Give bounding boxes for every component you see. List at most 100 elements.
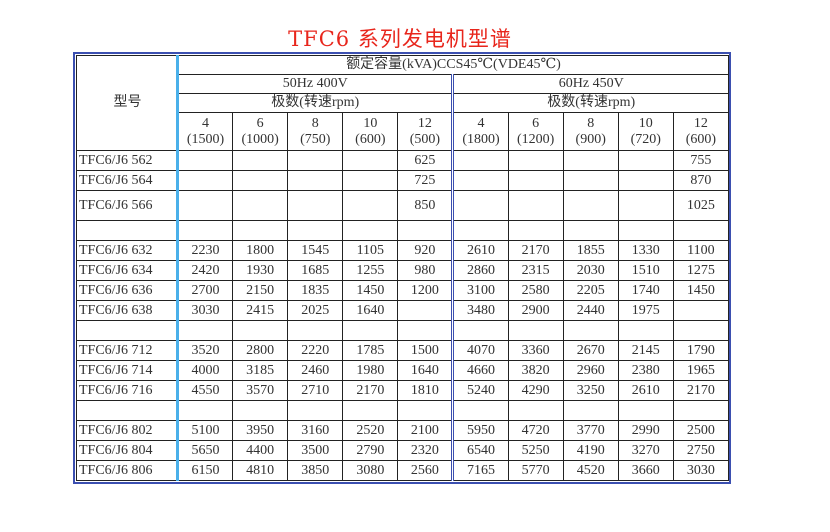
capacity-cell: 4520 (562, 460, 619, 481)
capacity-cell (232, 150, 289, 171)
capacity-cell: 4810 (232, 460, 289, 481)
pole-count: 12 (693, 115, 708, 131)
capacity-cell: 1965 (672, 360, 730, 381)
capacity-cell (397, 300, 454, 321)
capacity-cell: 755 (672, 150, 730, 171)
capacity-cell: 2440 (562, 300, 619, 321)
pole-count: 10 (363, 115, 378, 131)
capacity-cell (562, 220, 619, 241)
generator-spec-table: 型号 额定容量(kVA)CCS45℃(VDE45℃) 50Hz 400V 60H… (76, 55, 730, 481)
capacity-cell: 2460 (287, 360, 344, 381)
capacity-cell: 3570 (232, 380, 289, 401)
capacity-cell (672, 220, 730, 241)
table-row: TFC6/J6 566 850 1025 (76, 190, 730, 221)
capacity-cell: 1275 (672, 260, 730, 281)
capacity-cell (175, 220, 234, 241)
pole-header-50hz: 6 (1000) (232, 112, 289, 151)
capacity-cell (342, 400, 399, 421)
pole-rpm: (900) (575, 131, 606, 147)
capacity-cell: 850 (397, 190, 454, 221)
capacity-cell: 2500 (672, 420, 730, 441)
pole-count: 8 (311, 115, 319, 131)
model-cell: TFC6/J6 636 (76, 280, 178, 301)
capacity-cell: 870 (672, 170, 730, 191)
capacity-cell (507, 220, 564, 241)
capacity-cell: 3100 (451, 280, 509, 301)
capacity-cell: 2990 (617, 420, 674, 441)
capacity-cell: 4660 (451, 360, 509, 381)
capacity-cell: 4400 (232, 440, 289, 461)
pole-count: 4 (477, 115, 485, 131)
model-cell (76, 320, 178, 341)
capacity-cell: 4290 (507, 380, 564, 401)
capacity-cell: 1800 (232, 240, 289, 261)
model-cell: TFC6/J6 562 (76, 150, 178, 171)
capacity-cell: 5250 (507, 440, 564, 461)
capacity-cell: 3185 (232, 360, 289, 381)
capacity-cell: 2145 (617, 340, 674, 361)
capacity-cell: 1835 (287, 280, 344, 301)
pole-header-50hz: 10 (600) (342, 112, 399, 151)
table-row: TFC6/J6 564 725 870 (76, 170, 730, 191)
capacity-cell: 1810 (397, 380, 454, 401)
pole-rpm: (720) (630, 131, 661, 147)
capacity-cell (507, 400, 564, 421)
model-cell: TFC6/J6 634 (76, 260, 178, 281)
spacer-row (76, 220, 730, 241)
table-row: TFC6/J6 634 2420 1930 1685 1255 980 2860 2315 20… (76, 260, 730, 281)
capacity-cell: 4190 (562, 440, 619, 461)
generator-spec-table-frame: 型号 额定容量(kVA)CCS45℃(VDE45℃) 50Hz 400V 60H… (73, 52, 731, 484)
spacer-row (76, 400, 730, 421)
capacity-cell (617, 190, 674, 221)
pole-count: 6 (532, 115, 540, 131)
pole-rpm: (500) (409, 131, 441, 147)
table-row: TFC6/J6 806 6150 4810 3850 3080 2560 7165 5770 4… (76, 460, 730, 481)
model-cell: TFC6/J6 714 (76, 360, 178, 381)
capacity-cell (397, 220, 454, 241)
capacity-cell: 1510 (617, 260, 674, 281)
pole-rpm: (1800) (462, 131, 500, 147)
capacity-cell: 3850 (287, 460, 344, 481)
capacity-cell: 3660 (617, 460, 674, 481)
table-row: TFC6/J6 632 2230 1800 1545 1105 920 2610 2170 18… (76, 240, 730, 261)
model-cell: TFC6/J6 802 (76, 420, 178, 441)
capacity-cell (672, 400, 730, 421)
capacity-cell: 1740 (617, 280, 674, 301)
capacity-cell (175, 190, 234, 221)
capacity-cell (507, 320, 564, 341)
capacity-cell (617, 400, 674, 421)
capacity-cell (672, 320, 730, 341)
capacity-cell: 1200 (397, 280, 454, 301)
capacity-cell (562, 320, 619, 341)
capacity-cell: 1685 (287, 260, 344, 281)
capacity-cell (232, 170, 289, 191)
capacity-cell: 625 (397, 150, 454, 171)
capacity-cell: 2025 (287, 300, 344, 321)
group-60hz-header: 60Hz 450V (451, 74, 729, 94)
capacity-cell: 2420 (175, 260, 234, 281)
capacity-cell: 4550 (175, 380, 234, 401)
pole-rpm: (1500) (186, 131, 225, 147)
capacity-cell (507, 190, 564, 221)
capacity-cell (451, 400, 509, 421)
model-cell: TFC6/J6 716 (76, 380, 178, 401)
capacity-cell: 1975 (617, 300, 674, 321)
capacity-cell: 2150 (232, 280, 289, 301)
capacity-cell: 1450 (672, 280, 730, 301)
model-cell: TFC6/J6 806 (76, 460, 178, 481)
poles-50hz-header: 极数(转速rpm) (175, 93, 454, 113)
pole-count: 4 (202, 115, 210, 131)
pole-header-50hz: 4 (1500) (175, 112, 234, 151)
capacity-cell (507, 150, 564, 171)
capacity-cell: 5950 (451, 420, 509, 441)
capacity-cell: 5770 (507, 460, 564, 481)
capacity-cell: 2710 (287, 380, 344, 401)
capacity-cell: 2800 (232, 340, 289, 361)
capacity-cell (562, 400, 619, 421)
table-row: TFC6/J6 716 4550 3570 2710 2170 1810 5240 4290 3… (76, 380, 730, 401)
pole-rpm: (1200) (516, 131, 555, 147)
pole-count: 6 (256, 115, 264, 131)
capacity-cell: 2750 (672, 440, 730, 461)
capacity-cell: 3770 (562, 420, 619, 441)
capacity-cell: 2610 (451, 240, 509, 261)
